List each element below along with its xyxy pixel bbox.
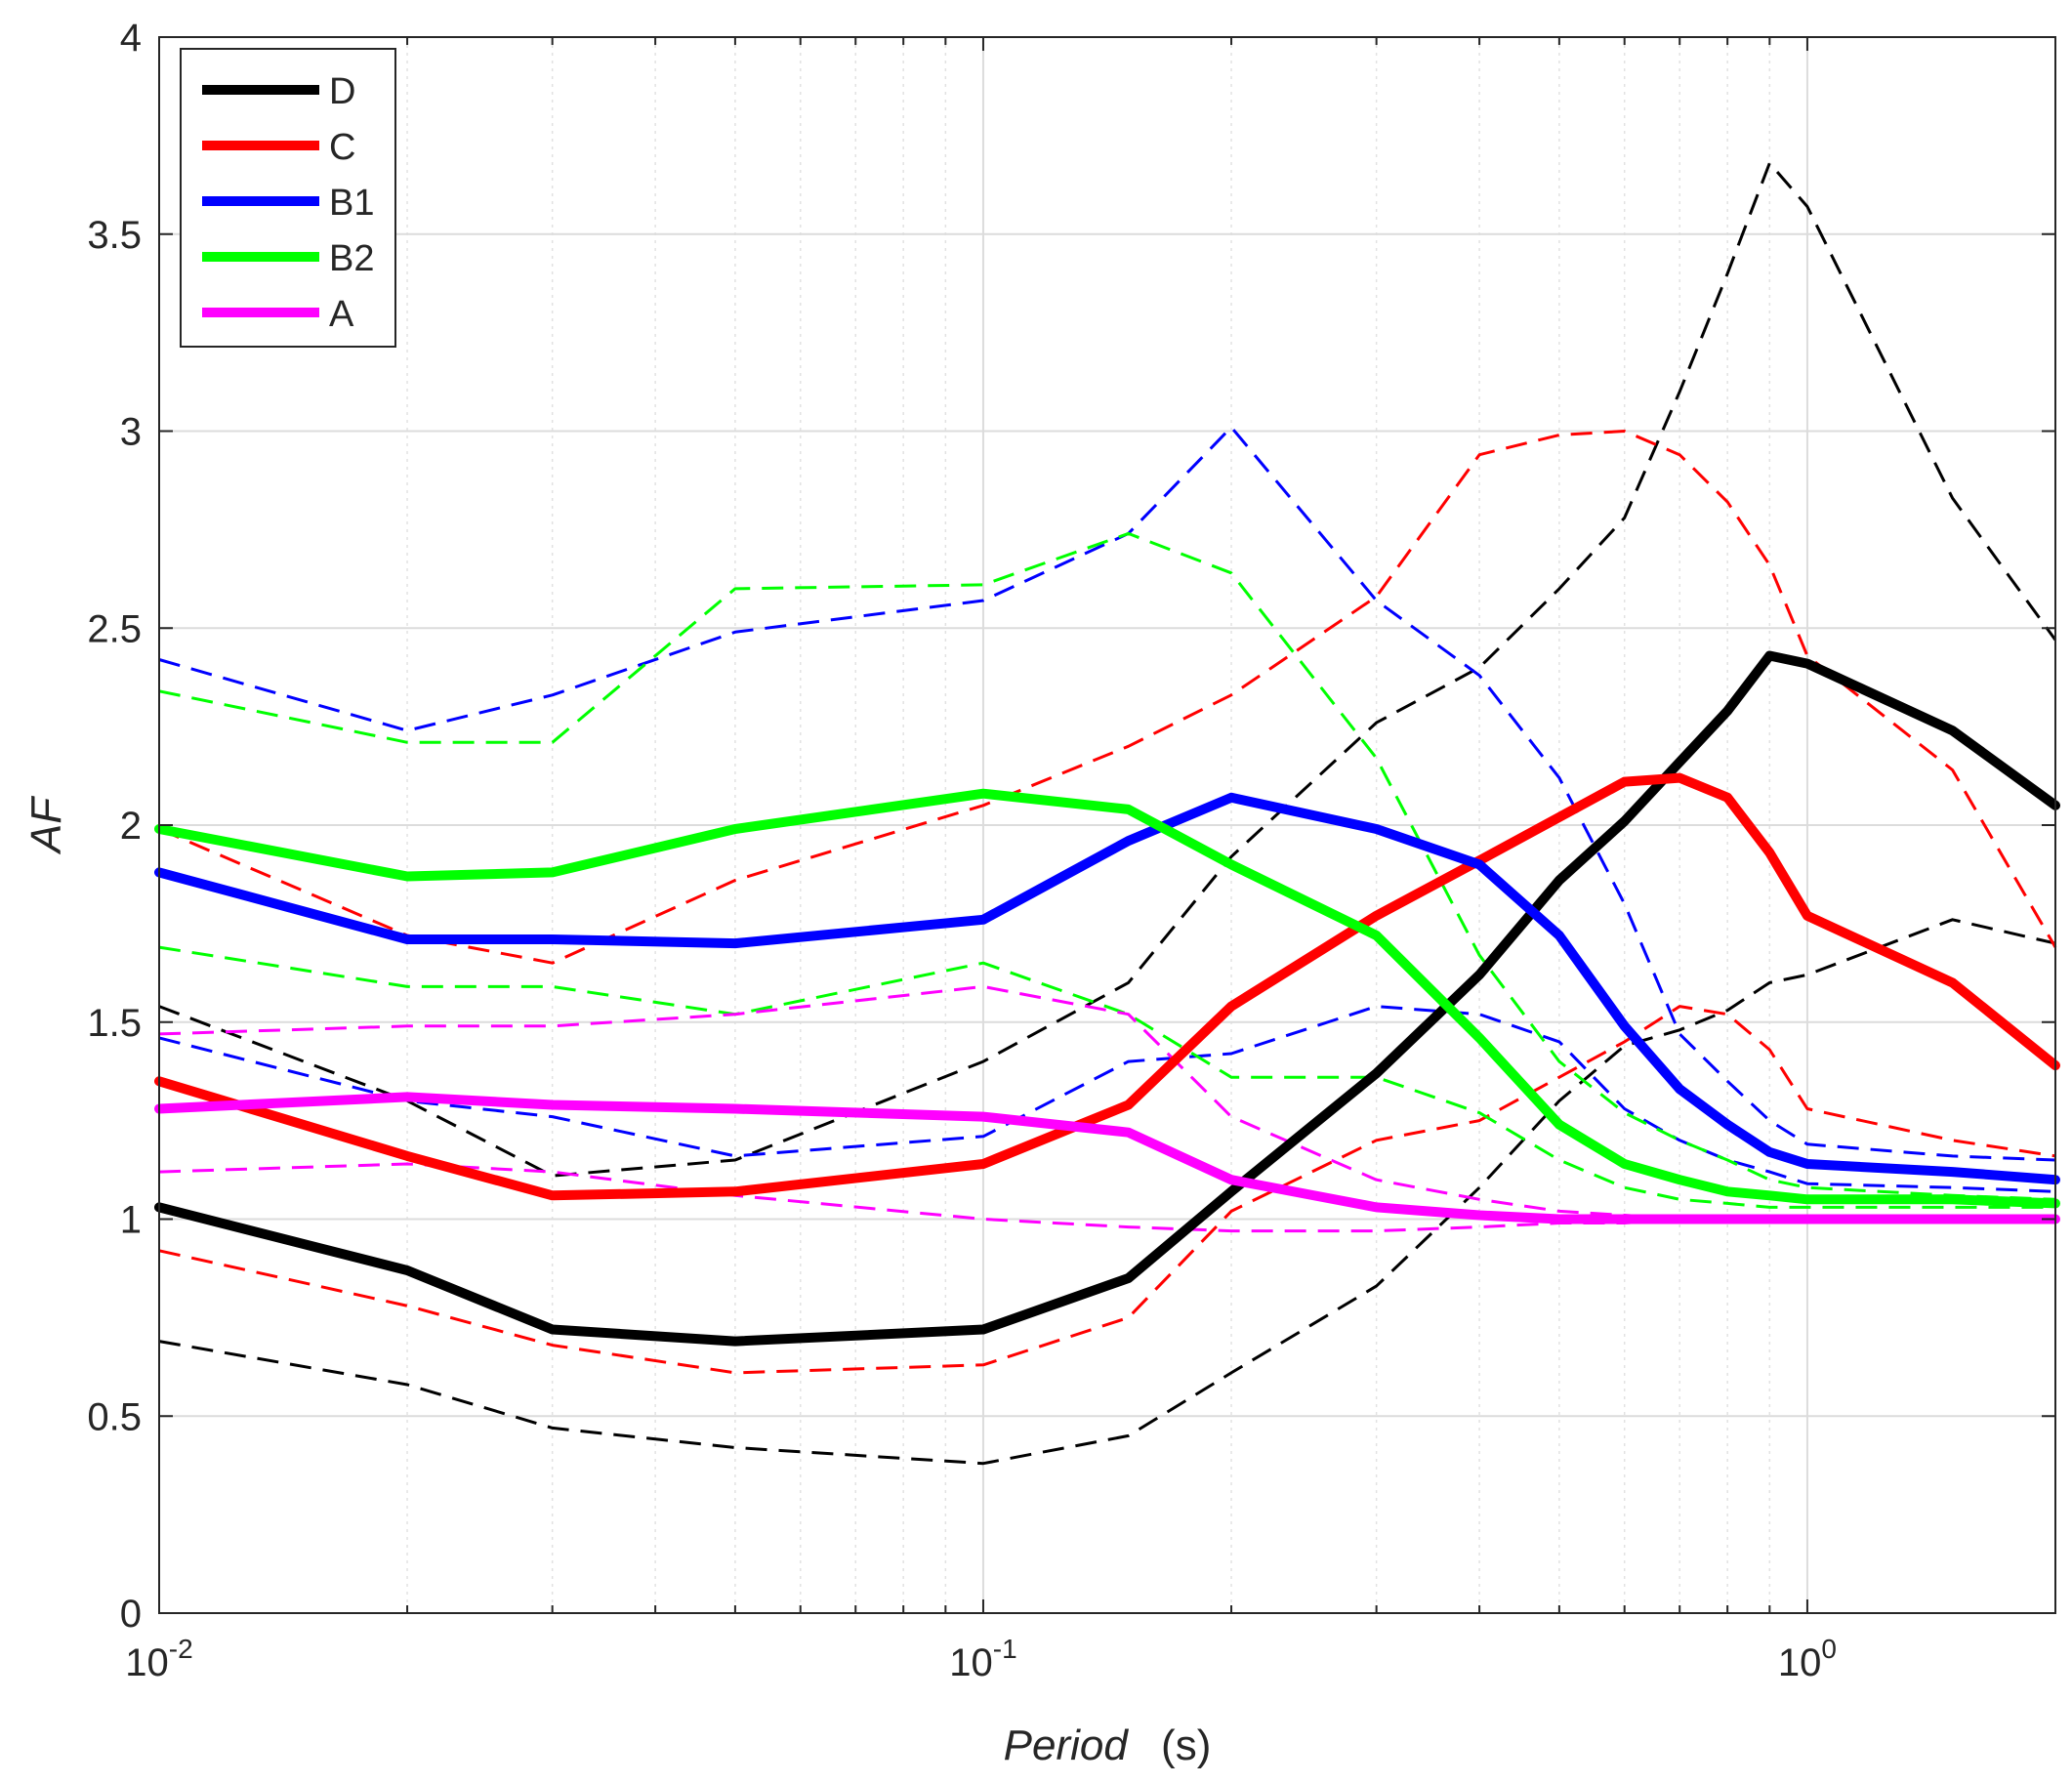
series-dashed-line-8 — [158, 1005, 2056, 1375]
y-tick-label: 4 — [120, 17, 142, 60]
series-line-d — [154, 650, 2060, 1347]
x-tick-label: 10-2 — [125, 1634, 192, 1684]
x-axis-label: Period (s) — [1004, 1722, 1212, 1769]
y-tick-label: 0.5 — [87, 1395, 142, 1438]
series-dashed-line-12 — [158, 945, 2055, 1209]
legend-label-c: C — [329, 127, 355, 168]
y-tick-label: 1 — [120, 1199, 142, 1242]
x-tick-label-exponent: -2 — [169, 1634, 193, 1664]
x-axis-label-unit: (s) — [1161, 1722, 1211, 1769]
x-tick-label-base: 10 — [125, 1641, 169, 1684]
legend: DC B1 B2 A — [180, 48, 396, 348]
y-tick-label: 2.5 — [87, 607, 142, 650]
series-dashed-line-5 — [158, 161, 2057, 1178]
x-tick-label-base: 10 — [949, 1641, 993, 1684]
solid-series-layer — [154, 650, 2060, 1347]
series-line-b2 — [154, 788, 2060, 1209]
series-dashed-line-6 — [158, 918, 2056, 1466]
x-tick-label: 100 — [1778, 1634, 1837, 1684]
x-tick-label-exponent: -1 — [993, 1634, 1017, 1664]
x-tick-label-base: 10 — [1778, 1641, 1822, 1684]
series-dashed-line-13 — [158, 984, 2055, 1221]
x-tick-label: 10-1 — [949, 1634, 1016, 1684]
series-dashed-line-10 — [158, 1005, 2056, 1193]
y-tick-label: 0 — [120, 1593, 142, 1636]
x-tick-label-exponent: 0 — [1821, 1634, 1837, 1664]
axis-labels: AF Period (s) — [22, 796, 1211, 1769]
dashed-series-layer — [158, 161, 2057, 1466]
legend-label-a: A — [329, 294, 354, 335]
series-line-a — [154, 1092, 2060, 1224]
y-tick-label: 3.5 — [87, 214, 142, 257]
x-axis-label-main: Period — [1004, 1722, 1130, 1769]
y-tick-label: 3 — [120, 411, 142, 454]
series-line-b1 — [154, 792, 2060, 1185]
legend-label-d: D — [329, 71, 355, 112]
series-dashed-line-14 — [158, 1162, 2055, 1233]
series-dashed-line-7 — [158, 430, 2057, 965]
y-tick-label: 2 — [120, 805, 142, 848]
y-tick-label: 1.5 — [87, 1002, 142, 1045]
grid-layer — [158, 36, 2056, 1614]
y-axis-label: AF — [22, 796, 70, 855]
legend-label-b1: B1 — [329, 183, 374, 224]
legend-label-b2: B2 — [329, 238, 374, 279]
series-dashed-line-9 — [158, 426, 2056, 1162]
series-dashed-line-11 — [158, 531, 2056, 1201]
